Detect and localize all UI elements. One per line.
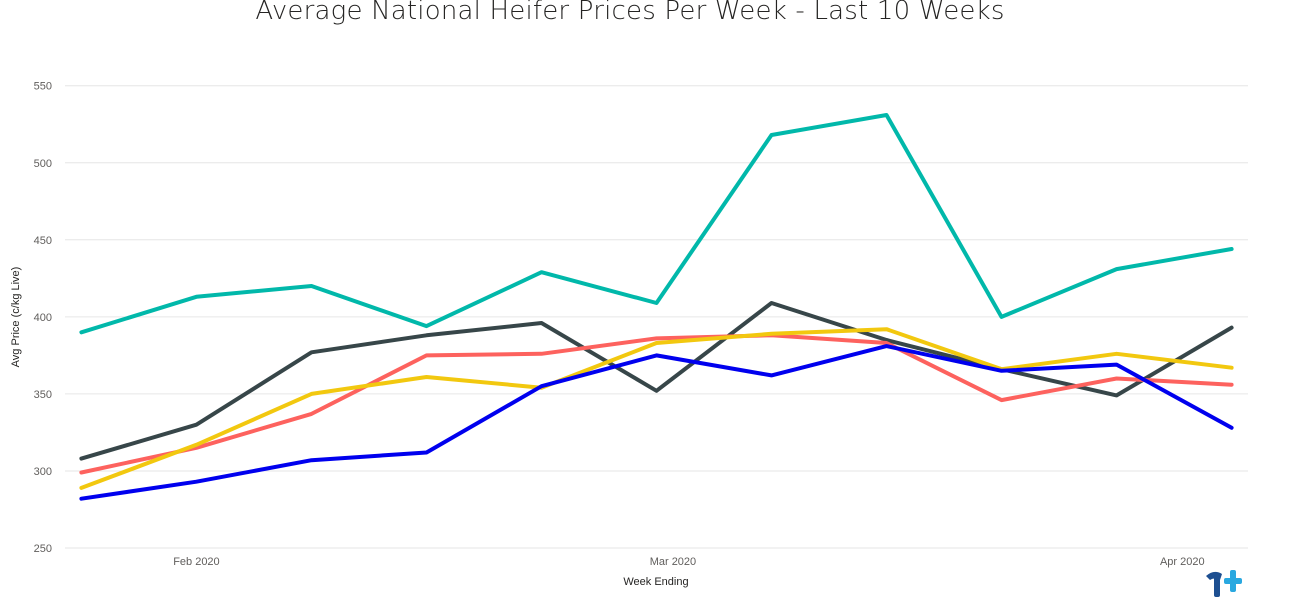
series-line-1 xyxy=(79,113,1234,335)
series-line-4 xyxy=(79,327,1234,490)
logo-cross-horizontal-icon xyxy=(1224,578,1242,584)
series-line-5 xyxy=(79,344,1234,501)
logo-letter-icon xyxy=(1214,575,1220,597)
x-tick-label: Apr 2020 xyxy=(1160,556,1205,568)
series-line-3 xyxy=(79,333,1234,475)
y-tick-label: 450 xyxy=(34,235,52,247)
x-axis-ticks: Feb 2020 Mar 2020 Apr 2020 xyxy=(173,556,1204,568)
y-tick-label: 500 xyxy=(34,158,52,170)
y-tick-label: 300 xyxy=(34,466,52,478)
y-tick-label: 400 xyxy=(34,312,52,324)
x-tick-label: Mar 2020 xyxy=(650,556,696,568)
series-line-2 xyxy=(79,301,1234,461)
series-lines xyxy=(79,113,1234,501)
x-tick-label: Feb 2020 xyxy=(173,556,219,568)
chart-title: Average National Heifer Prices Per Week … xyxy=(255,0,1005,26)
y-tick-label: 550 xyxy=(34,81,52,93)
x-axis-title: Week Ending xyxy=(623,576,688,588)
y-axis-ticks: 250 300 350 400 450 500 550 xyxy=(34,81,52,555)
y-tick-label: 350 xyxy=(34,389,52,401)
brand-logo xyxy=(1206,570,1242,597)
y-tick-label: 250 xyxy=(34,543,52,555)
y-axis-title: Avg Price (c/kg Live) xyxy=(10,267,22,368)
gridlines xyxy=(65,85,1248,549)
